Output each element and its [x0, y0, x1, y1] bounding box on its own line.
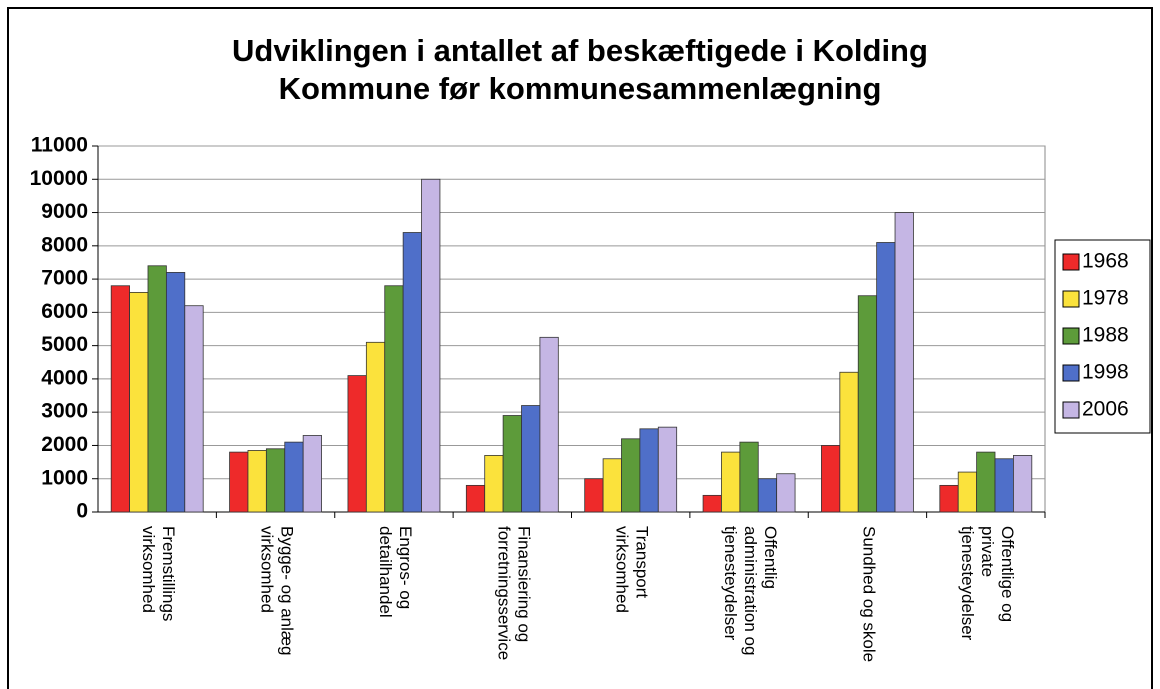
x-tick-label: Offentligadministration ogtjenesteydelse… [721, 526, 780, 655]
bar [976, 451, 996, 513]
legend-label: 2006 [1082, 398, 1129, 421]
bar [957, 471, 978, 513]
legend-swatch [1062, 290, 1080, 308]
bar [939, 484, 959, 513]
bar [110, 285, 130, 513]
bar [539, 336, 559, 513]
y-tick-label: 0 [76, 500, 88, 523]
bar [876, 242, 896, 513]
bar [284, 441, 304, 513]
bar [821, 445, 841, 513]
bar [584, 478, 604, 513]
y-tick-label: 10000 [30, 167, 88, 190]
bar [347, 375, 367, 513]
bar [265, 448, 286, 513]
y-tick-label: 9000 [41, 200, 88, 223]
y-tick-label: 2000 [41, 433, 88, 456]
bar [165, 272, 186, 513]
x-tick-label: Bygge- og anlægvirksomhed [257, 526, 296, 655]
legend-swatch [1062, 327, 1080, 345]
y-tick-label: 11000 [31, 134, 88, 157]
x-tick-label: Offentlige ogprivatetjenesteydelser [957, 526, 1016, 641]
y-tick-label: 8000 [41, 233, 88, 256]
bar [994, 458, 1014, 513]
bar [1013, 455, 1033, 513]
x-tick-label: Engros- ogdetailhandel [375, 526, 414, 618]
legend-label: 1998 [1082, 361, 1129, 384]
bar [421, 178, 441, 513]
bar [384, 285, 404, 513]
bar [229, 451, 249, 513]
legend-swatch [1062, 364, 1080, 382]
legend-swatch [1062, 253, 1080, 271]
bar [365, 341, 386, 513]
bar [757, 478, 778, 513]
legend-label: 1968 [1082, 250, 1129, 273]
bar [521, 405, 541, 513]
bar [502, 415, 522, 513]
bar [657, 426, 678, 513]
y-tick-label: 3000 [41, 400, 88, 423]
bar [602, 458, 622, 513]
x-tick-label: Fremstillingsvirksomhed [139, 526, 178, 621]
bar [302, 435, 322, 513]
chart-title: Udviklingen i antallet af beskæftigede i… [232, 33, 928, 106]
bar [484, 455, 504, 513]
x-tick-label: Transportvirksomhed [612, 526, 651, 613]
y-tick-label: 4000 [41, 366, 88, 389]
bar [739, 441, 759, 513]
legend-label: 1978 [1082, 287, 1129, 310]
bar [702, 494, 722, 513]
bar [621, 438, 641, 513]
y-tick-label: 1000 [41, 466, 88, 489]
bar [129, 291, 149, 513]
bar [776, 473, 796, 513]
bar [402, 232, 422, 513]
x-tick-label: Sundhed og skole [859, 526, 878, 662]
bar [721, 451, 741, 513]
bar [465, 484, 486, 513]
bar [184, 305, 204, 513]
x-tick-label: Finansiering ogforretningsservice [494, 526, 533, 660]
bar [857, 295, 878, 513]
y-tick-label: 6000 [41, 300, 88, 323]
bar [839, 371, 859, 513]
y-tick-label: 7000 [41, 267, 88, 290]
legend-label: 1988 [1082, 324, 1129, 347]
bar [247, 450, 267, 513]
bar [147, 265, 167, 513]
bar [894, 212, 914, 513]
y-tick-label: 5000 [41, 333, 88, 356]
legend-swatch [1062, 401, 1080, 419]
bar [639, 428, 659, 513]
